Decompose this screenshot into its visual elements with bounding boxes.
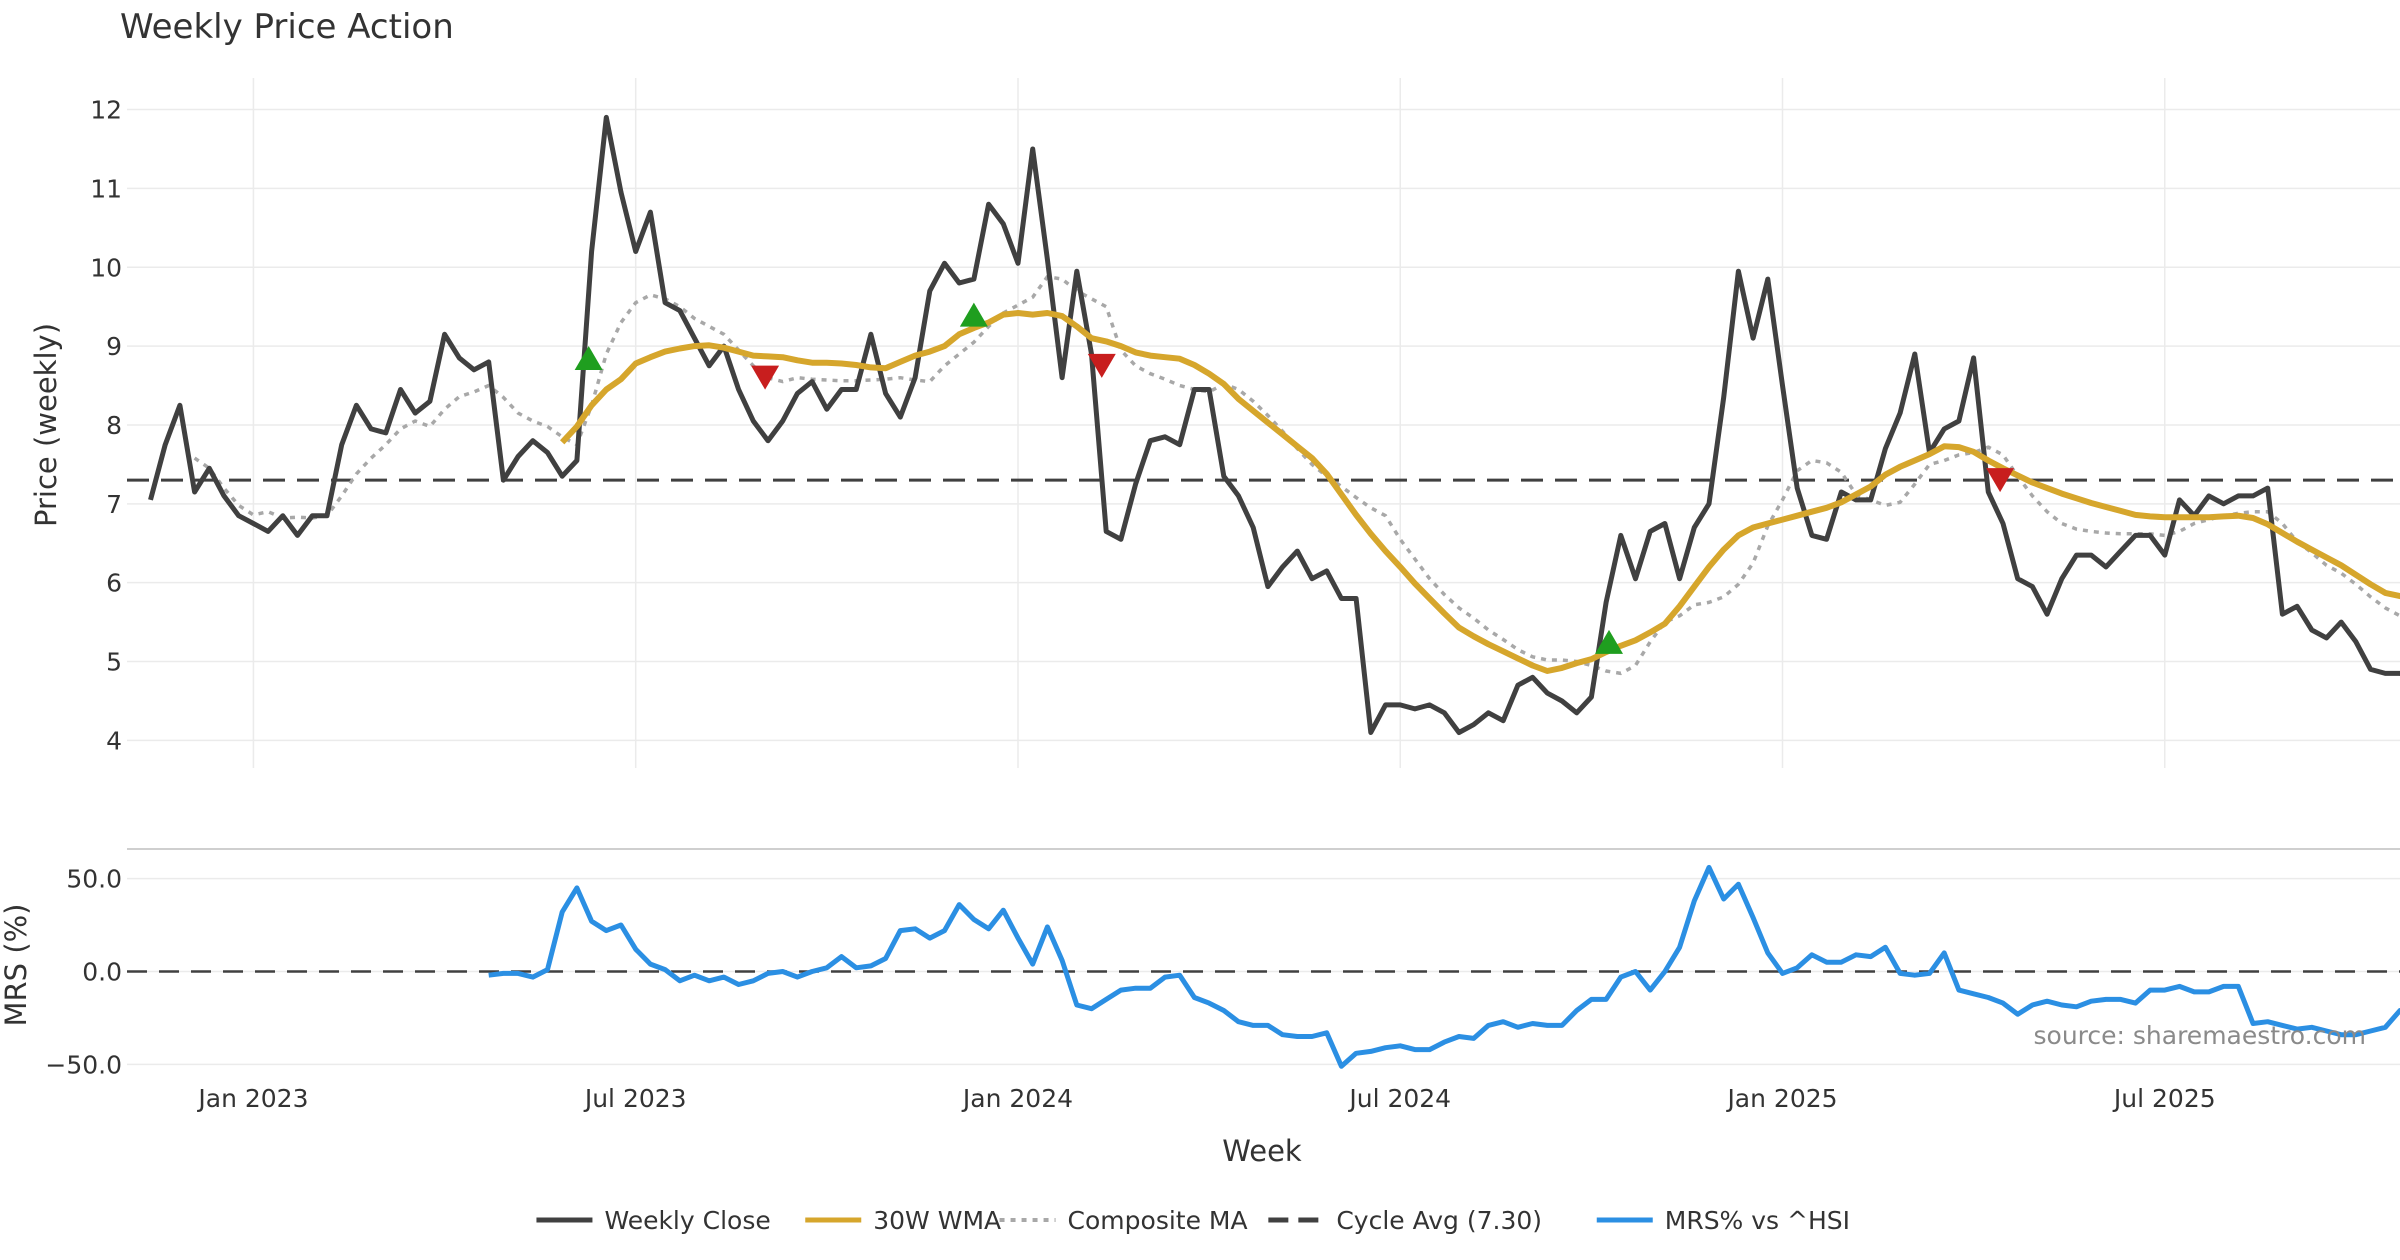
up-signal-marker [574, 345, 603, 370]
chart-title: Weekly Price Action [120, 7, 454, 47]
up-signal-marker [1595, 629, 1624, 654]
up-signal-marker [959, 302, 988, 327]
mrs-y-tick-label: −50.0 [45, 1050, 122, 1079]
chart-legend: Weekly Close 30W WMA Composite MA Cycle Avg… [536, 1206, 1850, 1235]
legend-label: Weekly Close [604, 1206, 770, 1235]
price-y-tick-label: 12 [90, 96, 122, 125]
wma-30w-line [560, 310, 2400, 674]
mrs-y-axis: 50.0 0.0 −50.0 [45, 865, 122, 1080]
x-tick-label: Jan 2023 [196, 1084, 308, 1113]
price-panel-grid [127, 78, 2400, 768]
mrs-axis-title: MRS (%) [0, 904, 33, 1027]
x-tick-label: Jul 2025 [2112, 1084, 2216, 1113]
legend-label: MRS% vs ^HSI [1665, 1206, 1850, 1235]
legend-label: Cycle Avg (7.30) [1336, 1206, 1542, 1235]
x-tick-label: Jul 2024 [1347, 1084, 1451, 1113]
legend-label: Composite MA [1068, 1206, 1248, 1235]
price-y-tick-label: 5 [106, 648, 122, 677]
source-note: source: sharemaestro.com [2034, 1021, 2367, 1050]
mrs-line [488, 864, 2400, 1069]
x-tick-label: Jan 2025 [1725, 1084, 1837, 1113]
x-axis: Jan 2023 Jul 2023 Jan 2024 Jul 2024 Jan 2025… [196, 1084, 2215, 1113]
mrs-y-tick-label: 0.0 [82, 958, 122, 987]
composite-ma-line [193, 274, 2400, 676]
x-tick-label: Jan 2024 [961, 1084, 1073, 1113]
down-signal-marker [751, 365, 780, 390]
price-y-tick-label: 9 [106, 332, 122, 361]
x-tick-label: Jul 2023 [583, 1084, 687, 1113]
legend-label: 30W WMA [873, 1206, 1001, 1235]
weekly-close-line [148, 114, 2400, 735]
price-y-tick-label: 7 [106, 490, 122, 519]
price-y-tick-label: 4 [106, 726, 122, 755]
mrs-y-tick-label: 50.0 [66, 865, 122, 894]
price-y-tick-label: 11 [90, 174, 122, 203]
signal-markers [574, 302, 2015, 654]
down-signal-marker [1986, 468, 2015, 493]
price-y-tick-label: 8 [106, 411, 122, 440]
price-axis-title: Price (weekly) [29, 323, 63, 527]
down-signal-marker [1087, 353, 1116, 378]
price-y-tick-label: 6 [106, 569, 122, 598]
price-y-tick-label: 10 [90, 253, 122, 282]
x-axis-title: Week [1222, 1134, 1302, 1168]
price-y-axis: 4 5 6 7 8 9 10 11 12 [90, 96, 122, 756]
